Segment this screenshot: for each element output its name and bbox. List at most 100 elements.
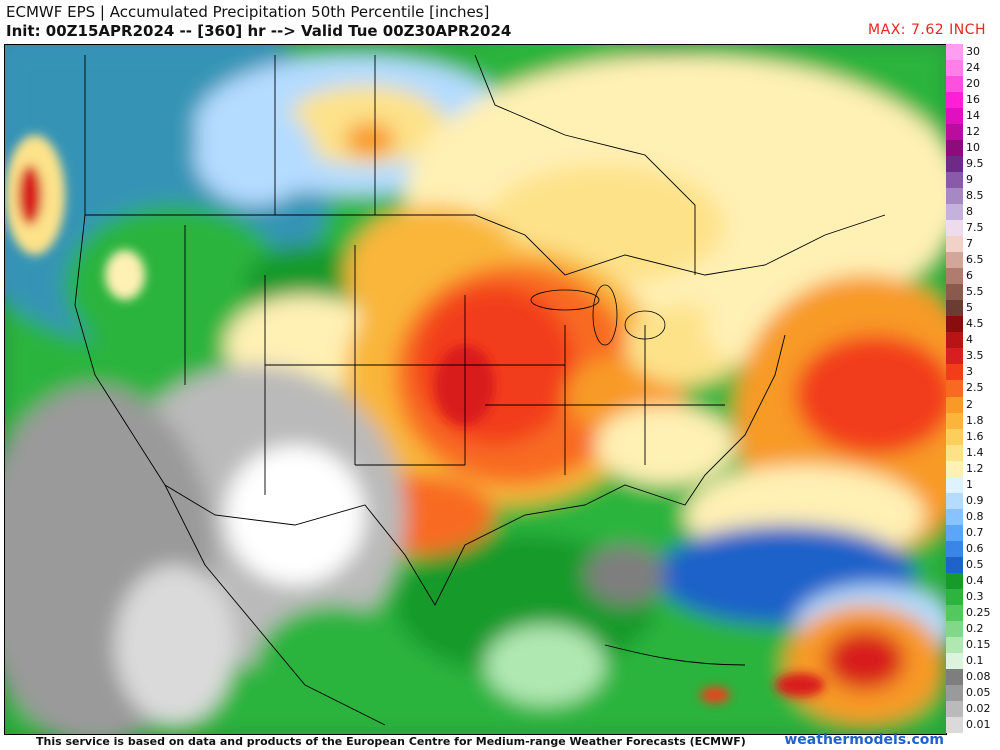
legend-label: 7: [966, 237, 973, 251]
legend-swatch: [946, 380, 963, 397]
legend-entry: 16: [946, 92, 1000, 109]
map-subtitle: Init: 00Z15APR2024 -- [360] hr --> Valid…: [6, 22, 512, 40]
legend-entry: 5: [946, 300, 1000, 317]
legend-label: 0.3: [966, 589, 984, 603]
legend-label: 1: [966, 477, 973, 491]
legend-label: 0.7: [966, 525, 984, 539]
legend-entry: 12: [946, 124, 1000, 141]
legend-swatch: [946, 236, 963, 253]
legend-entry: 6: [946, 268, 1000, 285]
legend-swatch: [946, 332, 963, 349]
legend-entry: 0.6: [946, 540, 1000, 557]
legend-entry: 0.9: [946, 492, 1000, 509]
legend-label: 2: [966, 397, 973, 411]
legend-label: 1.6: [966, 429, 984, 443]
legend-entry: 30: [946, 44, 1000, 61]
legend-label: 0.08: [966, 669, 991, 683]
legend-label: 0.15: [966, 637, 991, 651]
legend-entry: 0.7: [946, 524, 1000, 541]
legend-entry: 20: [946, 76, 1000, 93]
legend-entry: 0.25: [946, 604, 1000, 621]
legend-swatch: [946, 716, 963, 733]
legend-entry: 1.6: [946, 428, 1000, 445]
legend-swatch: [946, 444, 963, 461]
legend-swatch: [946, 668, 963, 685]
max-value-label: MAX: 7.62 INCH: [868, 22, 986, 38]
legend-swatch: [946, 636, 963, 653]
legend-swatch: [946, 492, 963, 509]
legend-label: 0.1: [966, 653, 984, 667]
legend-swatch: [946, 508, 963, 525]
data-source-disclaimer: This service is based on data and produc…: [36, 735, 746, 748]
legend-label: 6: [966, 269, 973, 283]
legend-swatch: [946, 156, 963, 173]
legend-entry: 3: [946, 364, 1000, 381]
legend-label: 3.5: [966, 349, 984, 363]
legend-swatch: [946, 108, 963, 125]
legend-label: 24: [966, 61, 980, 75]
legend-label: 12: [966, 125, 980, 139]
legend-swatch: [946, 540, 963, 557]
legend-label: 5.5: [966, 285, 984, 299]
legend-swatch: [946, 556, 963, 573]
legend-label: 1.4: [966, 445, 984, 459]
legend-label: 9.5: [966, 157, 984, 171]
legend-swatch: [946, 252, 963, 269]
lake-outlines: [530, 284, 666, 346]
legend-entry: 0.1: [946, 652, 1000, 669]
legend-label: 8.5: [966, 189, 984, 203]
legend-swatch: [946, 652, 963, 669]
legend-entry: 0.01: [946, 716, 1000, 733]
legend-swatch: [946, 268, 963, 285]
legend-swatch: [946, 316, 963, 333]
legend-label: 16: [966, 93, 980, 107]
legend-swatch: [946, 588, 963, 605]
legend-label: 0.02: [966, 701, 991, 715]
legend-swatch: [946, 204, 963, 221]
legend-label: 6.5: [966, 253, 984, 267]
legend-entry: 14: [946, 108, 1000, 125]
legend-entry: 2.5: [946, 380, 1000, 397]
legend-swatch: [946, 76, 963, 93]
legend-entry: 4.5: [946, 316, 1000, 333]
legend-label: 1.8: [966, 413, 984, 427]
legend-swatch: [946, 300, 963, 317]
precip-fill-layer: [5, 45, 946, 734]
legend-entry: 0.08: [946, 668, 1000, 685]
legend-entry: 8: [946, 204, 1000, 221]
legend-swatch: [946, 124, 963, 141]
legend-swatch: [946, 428, 963, 445]
legend-entry: 0.2: [946, 620, 1000, 637]
legend-swatch: [946, 604, 963, 621]
legend-swatch: [946, 140, 963, 157]
legend-label: 0.05: [966, 685, 991, 699]
legend-entry: 9: [946, 172, 1000, 189]
legend-entry: 9.5: [946, 156, 1000, 173]
legend-swatch: [946, 364, 963, 381]
legend-entry: 8.5: [946, 188, 1000, 205]
legend-entry: 6.5: [946, 252, 1000, 269]
legend-swatch: [946, 220, 963, 237]
legend-entry: 2: [946, 396, 1000, 413]
legend-entry: 5.5: [946, 284, 1000, 301]
legend-label: 8: [966, 205, 973, 219]
legend-swatch: [946, 92, 963, 109]
site-watermark: weathermodels.com: [784, 732, 944, 748]
legend-label: 7.5: [966, 221, 984, 235]
map-title: ECMWF EPS | Accumulated Precipitation 50…: [6, 3, 490, 21]
legend-entry: 24: [946, 60, 1000, 77]
legend-entry: 0.4: [946, 572, 1000, 589]
legend-swatch: [946, 44, 963, 61]
legend-entry: 1.8: [946, 412, 1000, 429]
legend-label: 20: [966, 77, 980, 91]
legend-swatch: [946, 412, 963, 429]
legend-label: 30: [966, 45, 980, 58]
legend-label: 0.6: [966, 541, 984, 555]
legend-swatch: [946, 348, 963, 365]
legend-entry: 0.05: [946, 684, 1000, 701]
legend-entry: 0.3: [946, 588, 1000, 605]
legend-entry: 0.02: [946, 700, 1000, 717]
legend-label: 14: [966, 109, 980, 123]
legend-entry: 0.15: [946, 636, 1000, 653]
legend-label: 0.25: [966, 605, 991, 619]
